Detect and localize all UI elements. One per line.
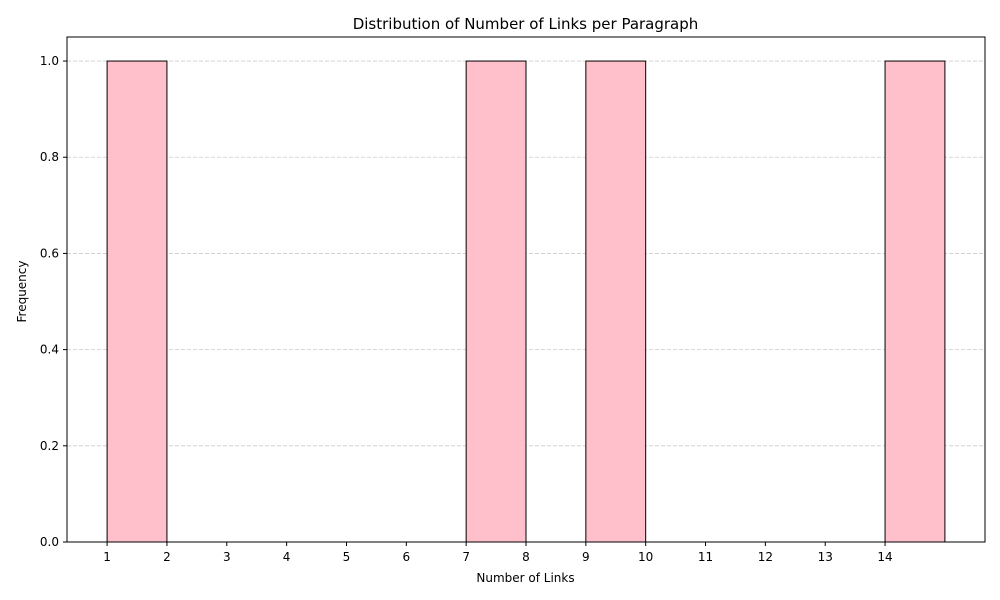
x-tick-label: 12 bbox=[758, 550, 773, 564]
x-tick-label: 14 bbox=[877, 550, 892, 564]
x-tick-label: 1 bbox=[103, 550, 111, 564]
y-tick-label: 0.4 bbox=[40, 343, 59, 357]
x-tick-label: 10 bbox=[638, 550, 653, 564]
y-tick-label: 0.6 bbox=[40, 246, 59, 260]
x-tick-label: 4 bbox=[283, 550, 291, 564]
x-tick-label: 5 bbox=[343, 550, 351, 564]
histogram-bar bbox=[884, 60, 946, 543]
x-tick-label: 3 bbox=[223, 550, 231, 564]
x-ticks: 1 2 3 4 5 6 7 8 9 10 11 12 13 14 bbox=[103, 542, 893, 564]
chart-title: Distribution of Number of Links per Para… bbox=[353, 15, 699, 33]
y-tick-label: 0.2 bbox=[40, 439, 59, 453]
y-tick-label: 0.8 bbox=[40, 150, 59, 164]
x-tick-label: 8 bbox=[522, 550, 530, 564]
x-tick-label: 7 bbox=[462, 550, 470, 564]
bars-layer bbox=[106, 60, 946, 543]
y-ticks: 0.0 0.2 0.4 0.6 0.8 1.0 bbox=[40, 54, 67, 549]
y-axis-label: Frequency bbox=[15, 261, 29, 323]
x-tick-label: 6 bbox=[402, 550, 410, 564]
x-tick-label: 13 bbox=[818, 550, 833, 564]
x-tick-label: 11 bbox=[698, 550, 713, 564]
histogram-bar bbox=[465, 60, 527, 543]
x-axis-label: Number of Links bbox=[476, 571, 574, 585]
y-tick-label: 1.0 bbox=[40, 54, 59, 68]
histogram-bar bbox=[106, 60, 168, 543]
histogram-bar bbox=[585, 60, 647, 543]
x-tick-label: 2 bbox=[163, 550, 171, 564]
y-tick-label: 0.0 bbox=[40, 535, 59, 549]
x-tick-label: 9 bbox=[582, 550, 590, 564]
